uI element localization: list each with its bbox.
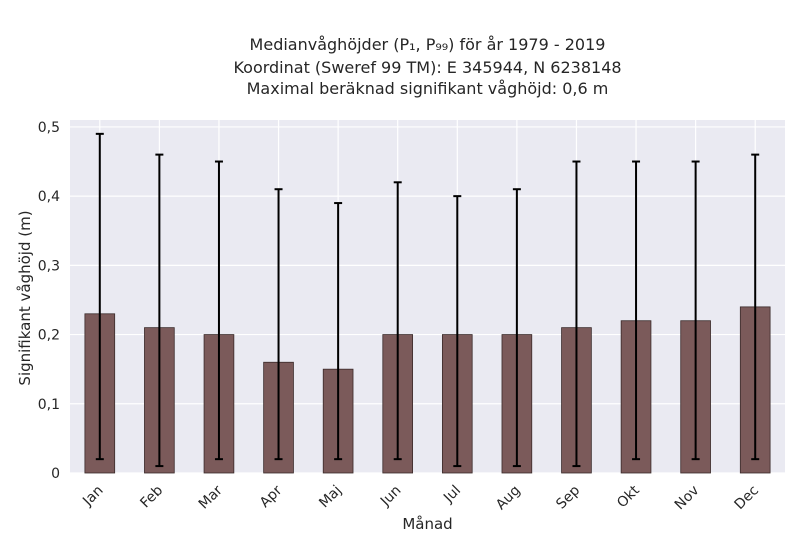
x-tick-label: Jun [377, 483, 404, 510]
y-axis-label: Signifikant våghöjd (m) [16, 209, 34, 386]
x-tick-label: Jan [79, 483, 106, 510]
y-tick-label: 0,4 [38, 189, 60, 205]
chart-title-line-3: Maximal beräknad signifikant våghöjd: 0,… [246, 79, 609, 98]
plot-background [70, 120, 785, 473]
chart-title-line-1: Medianvåghöjder (P₁, P₉₉) för år 1979 - … [249, 35, 606, 54]
x-tick-label: Dec [732, 483, 762, 513]
y-tick-label: 0,5 [38, 120, 60, 136]
x-tick-label: Okt [614, 482, 643, 511]
x-tick-label: Mar [196, 482, 226, 512]
x-tick-label: Feb [137, 482, 166, 511]
x-axis-label: Månad [402, 515, 453, 533]
x-tick-label: Jul [440, 483, 464, 507]
y-tick-label: 0,2 [38, 328, 60, 344]
y-tick-label: 0 [51, 466, 60, 482]
y-axis-label-wrap: Signifikant våghöjd (m) [14, 120, 36, 475]
x-tick-label: Apr [257, 482, 286, 511]
y-tick-label: 0,1 [38, 397, 60, 413]
x-tick-label: Maj [316, 483, 345, 512]
x-tick-label: Sep [553, 482, 583, 512]
x-tick-label: Aug [493, 483, 524, 514]
y-tick-label: 0,3 [38, 258, 60, 274]
chart-title-line-2: Koordinat (Sweref 99 TM): E 345944, N 62… [233, 58, 622, 77]
x-tick-label: Nov [672, 483, 703, 514]
